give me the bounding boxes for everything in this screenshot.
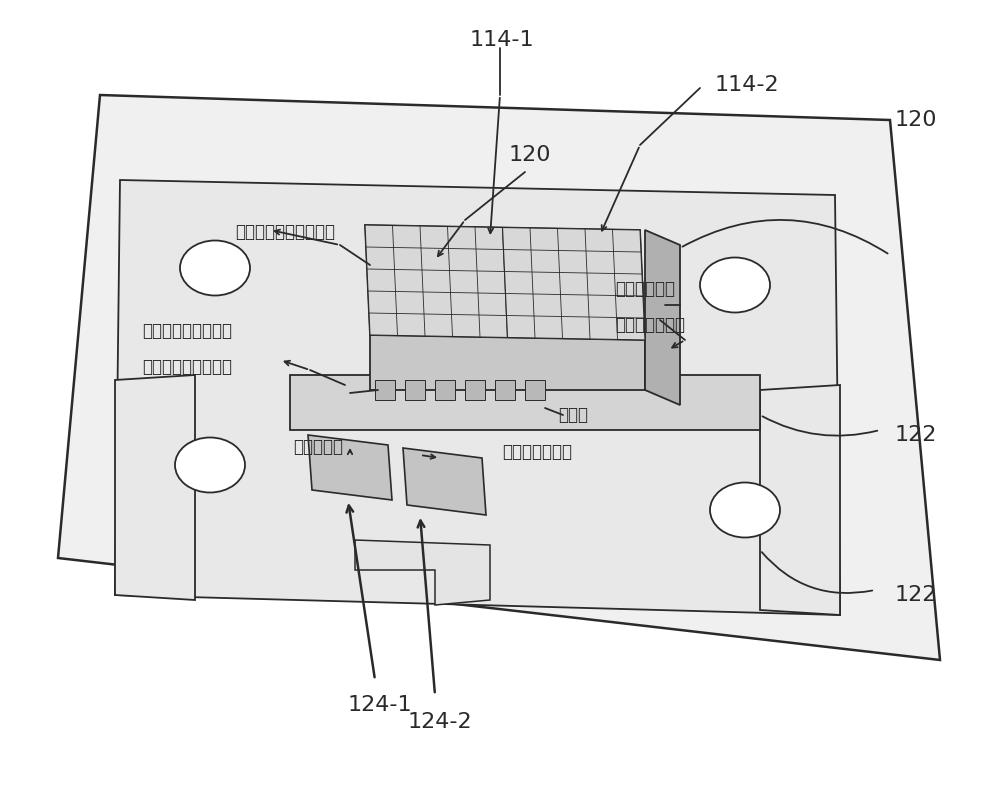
Polygon shape [308,435,392,500]
Polygon shape [405,380,425,400]
Ellipse shape [710,483,780,538]
Polygon shape [355,540,490,605]
Text: 之间的焊料空窟: 之间的焊料空窟 [615,316,685,334]
Text: 汇流排上的电流传感器: 汇流排上的电流传感器 [235,223,335,241]
Polygon shape [495,380,515,400]
Text: 用于显示电流和焊料: 用于显示电流和焊料 [142,322,232,340]
Polygon shape [365,225,508,337]
Text: 114-2: 114-2 [715,75,780,95]
Polygon shape [403,448,486,515]
Polygon shape [525,380,545,400]
Text: 120: 120 [895,110,938,130]
Polygon shape [760,385,840,615]
Text: 底面传感器: 底面传感器 [293,438,343,456]
Polygon shape [503,227,645,340]
Text: 汇流排: 汇流排 [558,406,588,424]
Text: 124-2: 124-2 [408,712,472,732]
Polygon shape [375,380,395,400]
Text: 连接结构的接口引脚: 连接结构的接口引脚 [142,358,232,376]
Text: 传感器和底面: 传感器和底面 [615,280,675,298]
Polygon shape [645,230,680,405]
Ellipse shape [700,258,770,313]
Text: 122: 122 [895,585,937,605]
Polygon shape [370,335,645,390]
Text: 114-1: 114-1 [470,30,534,50]
Polygon shape [465,380,485,400]
Text: 温度和电流检测: 温度和电流检测 [502,443,572,461]
Polygon shape [115,375,195,600]
Text: 122: 122 [895,425,937,445]
Polygon shape [290,375,760,430]
Text: 120: 120 [509,145,551,165]
Text: 124-1: 124-1 [348,695,412,715]
Polygon shape [115,180,840,615]
Polygon shape [435,380,455,400]
Polygon shape [365,225,645,340]
Ellipse shape [180,241,250,296]
Polygon shape [58,95,940,660]
Ellipse shape [175,438,245,493]
